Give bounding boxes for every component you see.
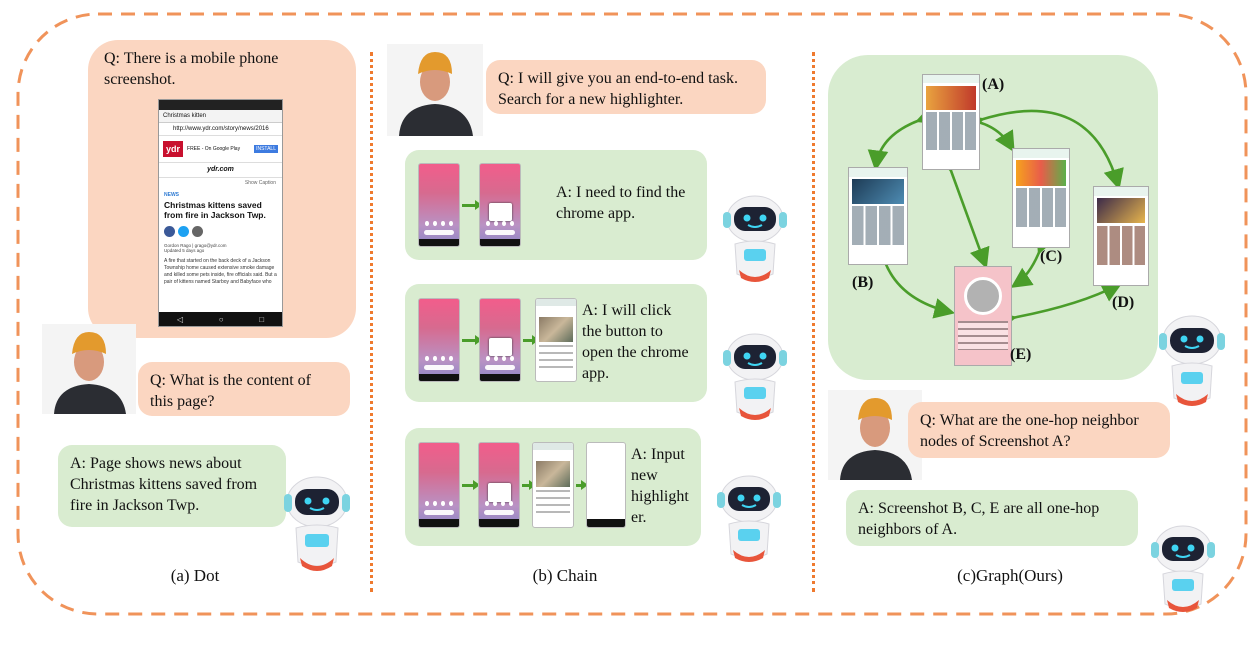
node-label-e: (E) [1010, 346, 1032, 363]
green-arrow [462, 335, 482, 345]
ydr-logo: ydr [163, 141, 184, 157]
dot-answer: A: Page shows news about Christmas kitte… [70, 455, 258, 514]
dot-question-2-bubble: Q: What is the content of this page? [138, 362, 350, 416]
updated-line: Updated 5 days ago [164, 248, 205, 253]
search-screenshot [586, 442, 626, 528]
person-avatar [828, 390, 922, 480]
robot-avatar [284, 476, 350, 571]
robot-avatar [723, 195, 787, 282]
graph-question: Q: What are the one-hop neighbor nodes o… [920, 412, 1139, 450]
social-icons [159, 222, 282, 241]
news-headline: Christmas kittens saved from fire in Jac… [164, 200, 266, 220]
chain-step-3-text: A: Input new highlight er. [631, 446, 689, 526]
dot-question-1: Q: There is a mobile phone screenshot. [104, 50, 279, 88]
menu-screenshot [478, 442, 520, 528]
node-label-d: (D) [1112, 294, 1135, 311]
back-icon: ◁ [176, 314, 184, 324]
graph-node-a [922, 74, 980, 170]
chrome-screenshot [535, 298, 577, 382]
news-screenshot: Christmas kitten http://www.ydr.com/stor… [158, 99, 283, 327]
show-caption: Show Caption [244, 180, 276, 186]
robot-avatar [717, 475, 781, 562]
green-arrow [462, 200, 482, 210]
node-label-b: (B) [852, 274, 874, 291]
graph-caption: (c)Graph(Ours) [957, 566, 1063, 585]
node-label-a: (A) [982, 76, 1005, 93]
home-screenshot [418, 298, 460, 382]
chrome-screenshot [532, 442, 574, 528]
graph-node-c [1012, 148, 1070, 248]
email-icon [192, 226, 203, 237]
chain-question: Q: I will give you an end-to-end task. S… [498, 70, 738, 108]
status-bar [159, 100, 282, 110]
graph-node-b [848, 167, 908, 265]
promo-text: FREE - On Google Play [187, 146, 241, 152]
robot-avatar [723, 333, 787, 420]
browser-tab: Christmas kitten [159, 110, 282, 123]
graph-answer: A: Screenshot B, C, E are all one-hop ne… [858, 500, 1100, 538]
news-body: A fire that started on the back deck of … [164, 258, 277, 285]
app-promo: ydr FREE - On Google Play INSTALL [159, 136, 282, 163]
author-line: Gordon Rago | grago@ydr.com [164, 243, 227, 248]
robot-avatar [1151, 525, 1215, 612]
menu-screenshot [479, 163, 521, 247]
news-section: NEWS [164, 192, 179, 198]
divider-left [370, 52, 373, 592]
site-name: ydr.com [159, 163, 282, 178]
facebook-icon [164, 226, 175, 237]
divider-right [812, 52, 815, 592]
graph-answer-bubble: A: Screenshot B, C, E are all one-hop ne… [846, 490, 1138, 546]
green-arrow [576, 480, 588, 490]
home-screenshot [418, 163, 460, 247]
recents-icon: □ [259, 314, 265, 324]
dot-answer-bubble: A: Page shows news about Christmas kitte… [58, 445, 286, 527]
person-avatar [42, 324, 136, 414]
chain-question-bubble: Q: I will give you an end-to-end task. S… [486, 60, 766, 114]
home-screenshot [418, 442, 460, 528]
menu-screenshot [479, 298, 521, 382]
node-label-c: (C) [1040, 248, 1063, 265]
person-avatar [387, 44, 483, 136]
graph-question-bubble: Q: What are the one-hop neighbor nodes o… [908, 402, 1170, 458]
green-arrow [462, 480, 480, 490]
home-icon: ○ [218, 314, 224, 324]
twitter-icon [178, 226, 189, 237]
chain-caption: (b) Chain [532, 566, 598, 585]
news-author: Gordon Rago | grago@ydr.com Updated 5 da… [159, 241, 282, 255]
dot-question-2: Q: What is the content of this page? [150, 372, 311, 410]
android-nav: ◁ ○ □ [159, 312, 282, 326]
graph-node-e [954, 266, 1012, 366]
install-button: INSTALL [254, 145, 278, 153]
chain-step-1-text: A: I need to find the chrome app. [556, 184, 686, 222]
dot-caption: (a) Dot [170, 566, 220, 585]
url-bar: http://www.ydr.com/story/news/2016 [159, 123, 282, 136]
graph-node-d [1093, 186, 1149, 286]
chain-step-2-text: A: I will click the button to open the c… [582, 302, 689, 382]
robot-avatar [1159, 315, 1225, 406]
